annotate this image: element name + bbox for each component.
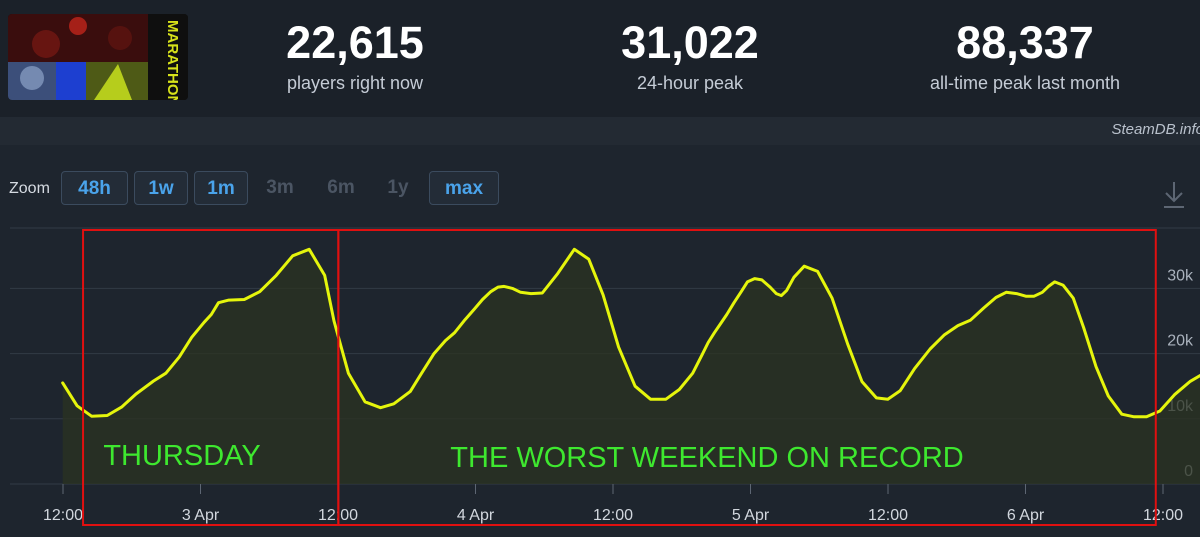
game-logo-text: MARATHON	[164, 20, 181, 100]
x-tick-label: 4 Apr	[457, 507, 495, 524]
y-tick-label: 20k	[1167, 333, 1194, 350]
stat-value: 22,615	[286, 17, 424, 68]
zoom-6m-button[interactable]: 6m	[327, 177, 355, 198]
annotation-worst-weekend: THE WORST WEEKEND ON RECORD	[450, 442, 963, 474]
stat-label: players right now	[286, 73, 424, 93]
x-axis-ticks: 12:00 3 Apr 12:00 4 Apr 12:00 5 Apr 12:00 6 Apr…	[43, 484, 1183, 524]
annotation-thursday: THURSDAY	[103, 440, 260, 472]
zoom-1y-button[interactable]: 1y	[387, 177, 409, 198]
stat-players-now: 22,615 players right now	[205, 16, 505, 94]
y-tick-label: 30k	[1167, 267, 1194, 284]
player-count-area	[62, 249, 1200, 484]
zoom-1m-button[interactable]: 1m	[194, 171, 248, 205]
stat-label: 24-hour peak	[636, 73, 744, 93]
zoom-48h-button[interactable]: 48h	[61, 171, 128, 205]
x-tick-label: 12:00	[1143, 507, 1183, 524]
annotation-boxes	[82, 229, 1157, 526]
zoom-max-button[interactable]: max	[429, 171, 499, 205]
x-tick-label: 12:00	[43, 507, 83, 524]
zoom-3m-button[interactable]: 3m	[266, 177, 294, 198]
stat-value: 31,022	[621, 17, 759, 68]
zoom-1w-button[interactable]: 1w	[134, 171, 188, 205]
stat-value: 88,337	[956, 17, 1094, 68]
x-tick-label: 3 Apr	[182, 507, 220, 524]
player-count-line	[61, 247, 1200, 419]
stat-24h-peak: 31,022 24-hour peak	[540, 16, 840, 94]
stat-label: all-time peak last month	[929, 73, 1121, 93]
game-capsule-image[interactable]: MARATHON	[8, 14, 188, 100]
x-tick-label: 12:00	[593, 507, 633, 524]
x-tick-label: 6 Apr	[1007, 507, 1045, 524]
header: MARATHON 22,615 players right now 31,022…	[0, 0, 1200, 117]
stat-all-time-peak: 88,337 all-time peak last month	[875, 16, 1175, 94]
steamdb-credit[interactable]: SteamDB.info	[1111, 121, 1200, 138]
annotation-box	[337, 229, 1157, 526]
zoom-label: Zoom	[9, 180, 50, 197]
x-tick-label: 5 Apr	[732, 507, 770, 524]
x-tick-label: 12:00	[868, 507, 908, 524]
credit-band	[0, 117, 1200, 145]
download-icon[interactable]	[1162, 180, 1186, 210]
